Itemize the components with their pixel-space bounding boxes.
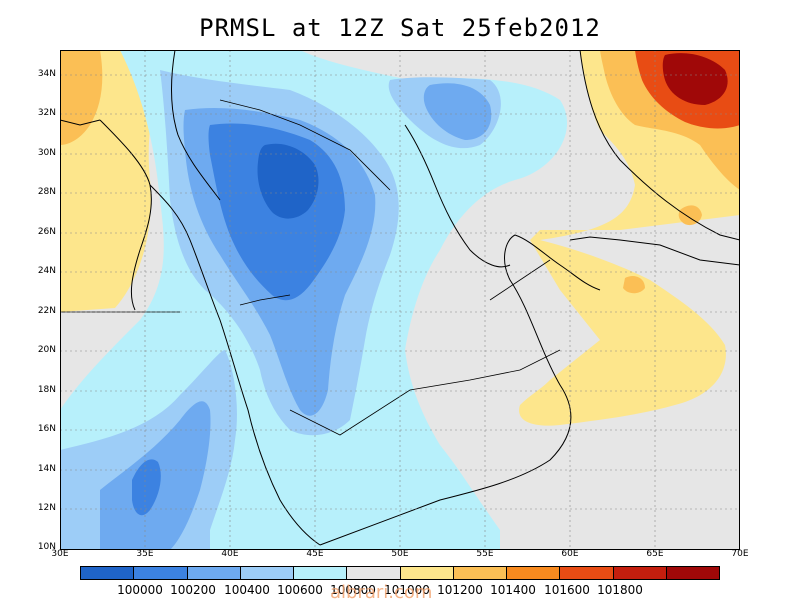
colorbar-swatch bbox=[186, 567, 240, 579]
color-bar bbox=[80, 566, 720, 580]
field-101400-blob2 bbox=[623, 276, 645, 294]
lon-label: 50E bbox=[391, 549, 409, 559]
colorbar-label: 100200 bbox=[170, 583, 216, 597]
colorbar-label: 100600 bbox=[277, 583, 323, 597]
field-100200-south bbox=[132, 459, 161, 516]
lon-label: 40E bbox=[221, 549, 239, 559]
lat-label: 34N bbox=[37, 69, 56, 79]
lat-label: 22N bbox=[37, 306, 56, 316]
lat-label: 32N bbox=[37, 108, 56, 118]
colorbar-label: 101600 bbox=[544, 583, 590, 597]
colorbar-label: 101800 bbox=[597, 583, 643, 597]
watermark-text: albrari.com bbox=[330, 582, 433, 603]
lon-label: 70E bbox=[731, 549, 749, 559]
lat-label: 14N bbox=[37, 464, 56, 474]
field-101800 bbox=[662, 53, 728, 105]
field-100400-gulf bbox=[423, 83, 492, 140]
lon-label: 30E bbox=[51, 549, 69, 559]
field-101400-blob1 bbox=[678, 205, 702, 226]
lon-label: 35E bbox=[136, 549, 154, 559]
lat-label: 16N bbox=[37, 424, 56, 434]
pressure-map bbox=[60, 50, 740, 550]
coastlines bbox=[60, 50, 740, 546]
colorbar-swatch bbox=[665, 567, 719, 579]
lat-label: 28N bbox=[37, 187, 56, 197]
lat-label: 10N bbox=[37, 542, 56, 552]
colorbar-swatch bbox=[506, 567, 560, 579]
colorbar-label: 100000 bbox=[117, 583, 163, 597]
lat-label: 12N bbox=[37, 503, 56, 513]
field-100000 bbox=[257, 143, 319, 219]
lon-label: 55E bbox=[476, 549, 494, 559]
lon-label: 65E bbox=[646, 549, 664, 559]
map-frame bbox=[60, 50, 740, 550]
colorbar-swatch bbox=[399, 567, 453, 579]
lat-label: 26N bbox=[37, 227, 56, 237]
field-101400-west bbox=[60, 50, 103, 145]
lat-label: 18N bbox=[37, 385, 56, 395]
colorbar-swatch bbox=[293, 567, 347, 579]
lat-label: 30N bbox=[37, 148, 56, 158]
colorbar-swatch bbox=[81, 567, 134, 579]
colorbar-swatch bbox=[346, 567, 400, 579]
colorbar-swatch bbox=[559, 567, 613, 579]
lon-label: 60E bbox=[561, 549, 579, 559]
lat-label: 20N bbox=[37, 345, 56, 355]
colorbar-label: 101200 bbox=[437, 583, 483, 597]
colorbar-swatch bbox=[239, 567, 293, 579]
grid-lines bbox=[60, 50, 740, 550]
colorbar-label: 101000 bbox=[384, 583, 430, 597]
colorbar-swatch bbox=[133, 567, 187, 579]
lat-label: 24N bbox=[37, 266, 56, 276]
lon-label: 45E bbox=[306, 549, 324, 559]
colorbar-swatch bbox=[612, 567, 666, 579]
map-title: PRMSL at 12Z Sat 25feb2012 bbox=[199, 14, 601, 42]
colorbar-swatch bbox=[452, 567, 506, 579]
colorbar-label: 100800 bbox=[330, 583, 376, 597]
colorbar-label: 100400 bbox=[224, 583, 270, 597]
field-101200-east bbox=[519, 50, 740, 426]
colorbar-label: 101400 bbox=[490, 583, 536, 597]
